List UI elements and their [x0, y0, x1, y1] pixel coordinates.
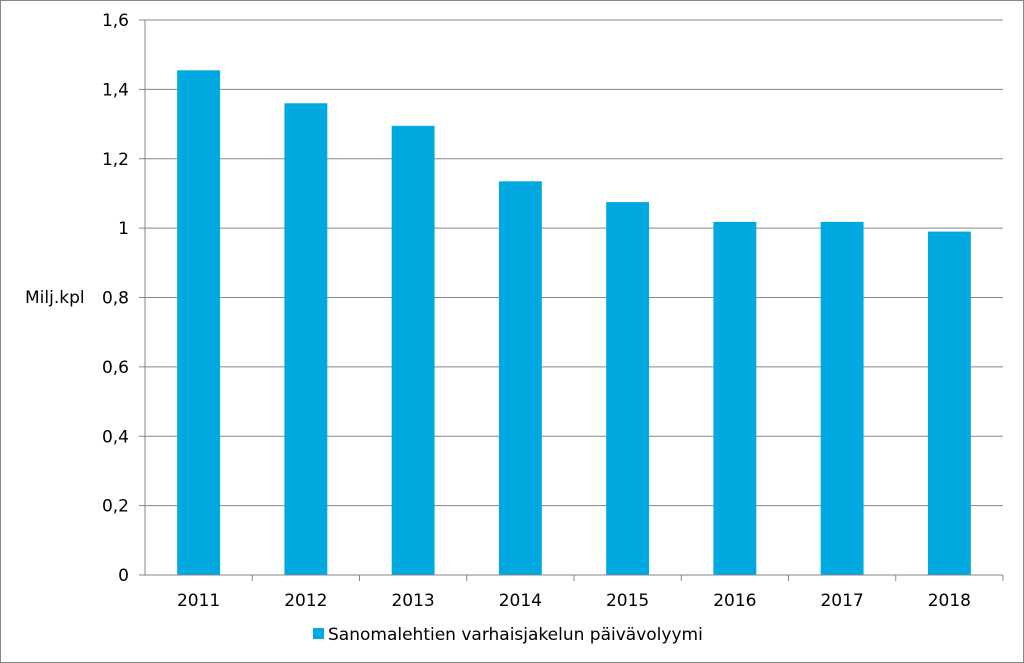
x-tick-label: 2016 [713, 591, 756, 611]
bar [498, 181, 542, 575]
y-tick-label: 1,6 [102, 11, 129, 31]
x-tick-label: 2012 [284, 591, 327, 611]
legend: Sanomalehtien varhaisjakelun päivävolyym… [313, 625, 703, 645]
y-tick-labels: 0 0,2 0,4 0,6 0,8 1 1,2 1,4 1,6 [102, 11, 145, 586]
y-tick-label: 0,4 [102, 427, 129, 447]
bar [391, 125, 435, 575]
y-tick-label: 1,2 [102, 150, 129, 170]
legend-label: Sanomalehtien varhaisjakelun päivävolyym… [328, 625, 703, 645]
bar [820, 221, 864, 575]
legend-swatch [313, 628, 324, 639]
y-tick-label: 0,8 [102, 289, 129, 309]
y-tick-label: 1,4 [102, 80, 129, 100]
x-tick-labels: 2011 2012 2013 2014 2015 2016 2017 2018 [177, 575, 1004, 611]
y-axis-label: Milj.kpl [25, 288, 85, 308]
bar [284, 103, 328, 575]
x-tick-label: 2014 [499, 591, 542, 611]
y-tick-label: 0 [118, 566, 129, 586]
gridlines [145, 19, 1003, 507]
bar [177, 70, 221, 575]
bar [927, 231, 971, 575]
y-tick-label: 1 [118, 219, 129, 239]
x-tick-label: 2018 [928, 591, 971, 611]
bar [606, 202, 650, 575]
bar [713, 221, 757, 575]
x-tick-label: 2011 [177, 591, 220, 611]
x-tick-label: 2015 [606, 591, 649, 611]
y-tick-label: 0,6 [102, 358, 129, 378]
bars [177, 70, 971, 575]
y-tick-label: 0,2 [102, 497, 129, 517]
x-tick-label: 2017 [820, 591, 863, 611]
x-tick-label: 2013 [391, 591, 434, 611]
